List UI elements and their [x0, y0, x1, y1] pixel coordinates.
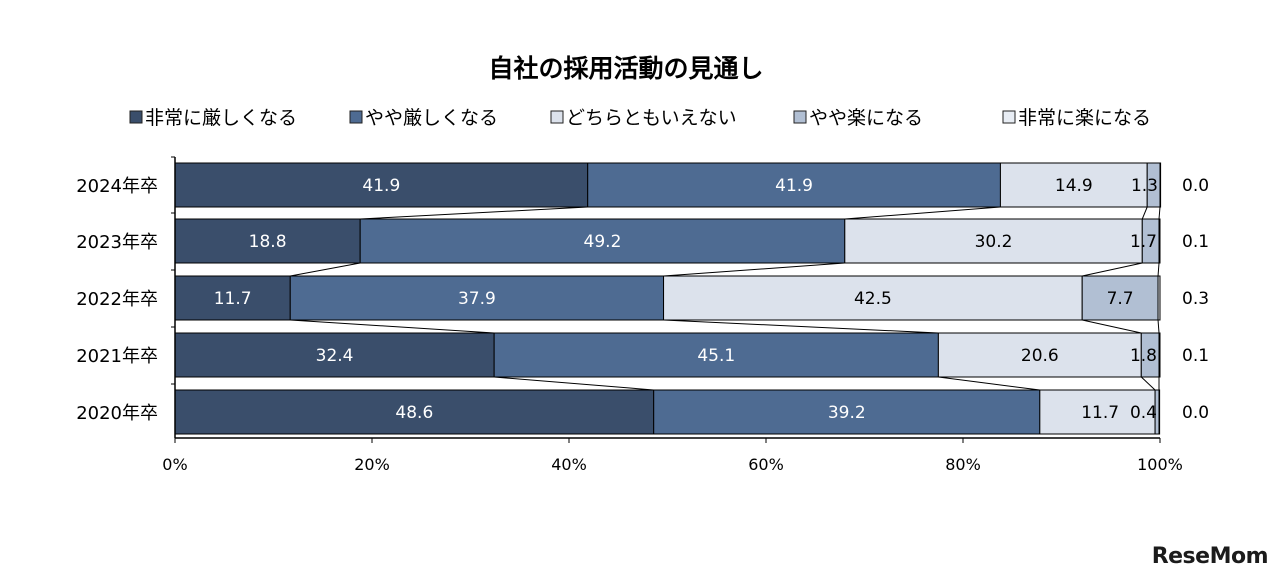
x-tick-label: 80%: [945, 455, 981, 474]
bars: 41.9 41.9 14.9 1.3 0.0 2024年卒 18.8 49.2 30.2 1.7 0…: [76, 162, 1209, 435]
data-label: 39.2: [828, 403, 866, 423]
legend-label: 非常に楽になる: [1018, 107, 1151, 129]
series-line: [1157, 262, 1160, 277]
legend-label: どちらともいえない: [566, 107, 737, 129]
series-line: [844, 206, 1001, 220]
series-line: [1082, 319, 1142, 334]
bar-segment: [493, 332, 939, 378]
legend-swatch: [550, 110, 564, 124]
bar-segment: [653, 389, 1041, 435]
bar-segment: [359, 218, 846, 264]
series-line: [1140, 376, 1156, 391]
x-tick-label: 40%: [551, 455, 587, 474]
bar-segment: [289, 275, 665, 321]
data-label: 42.5: [854, 289, 892, 309]
data-label: 0.3: [1182, 289, 1209, 309]
bar-segment: [1159, 162, 1162, 208]
series-line: [1082, 262, 1143, 277]
bar-segment: [1158, 332, 1161, 378]
data-label: 0.0: [1182, 403, 1209, 423]
legend-swatch: [1002, 110, 1016, 124]
data-label: 0.4: [1130, 403, 1157, 423]
data-label: 41.9: [362, 176, 400, 196]
series-line: [1141, 206, 1148, 220]
axes: 0% 20% 40% 60% 80% 100%: [162, 156, 1183, 474]
bar-segment: [174, 162, 589, 208]
data-label: 18.8: [249, 232, 287, 252]
data-label: 1.7: [1130, 232, 1157, 252]
bar-segment: [1157, 275, 1161, 321]
series-line: [360, 206, 588, 220]
data-label: 0.0: [1182, 176, 1209, 196]
data-label: 7.7: [1107, 289, 1134, 309]
x-tick-label: 100%: [1137, 455, 1183, 474]
category-label: 2024年卒: [76, 176, 158, 197]
series-line: [1157, 319, 1160, 334]
chart-title: 自社の採用活動の見通し: [488, 54, 763, 83]
bar-segment: [844, 218, 1143, 264]
data-label: 11.7: [214, 289, 252, 309]
bar-segment: [1158, 218, 1161, 264]
legend-swatch: [349, 110, 363, 124]
legend-label: やや厳しくなる: [365, 107, 498, 129]
bar-segment: [999, 162, 1148, 208]
data-label: 1.3: [1131, 176, 1158, 196]
category-label: 2023年卒: [76, 232, 158, 253]
bar-segment: [1081, 275, 1159, 321]
bar-segment: [937, 332, 1142, 378]
series-line: [494, 376, 654, 391]
data-label: 14.9: [1055, 176, 1093, 196]
series-line: [663, 262, 845, 277]
data-label: 0.1: [1182, 346, 1209, 366]
watermark-logo: ReseMom: [1151, 544, 1269, 569]
legend: 非常に厳しくなる やや厳しくなる どちらともいえない やや楽になる 非常に楽になる: [129, 107, 1151, 129]
data-label: 0.1: [1182, 232, 1209, 252]
legend-swatch: [129, 110, 143, 124]
bar-segment: [1158, 389, 1161, 435]
category-label: 2020年卒: [76, 403, 158, 424]
data-label: 32.4: [316, 346, 354, 366]
series-line: [290, 319, 495, 334]
data-label: 48.6: [395, 403, 433, 423]
bar-segment: [174, 389, 655, 435]
legend-label: やや楽になる: [809, 107, 923, 129]
x-tick-label: 60%: [748, 455, 784, 474]
series-line: [290, 262, 361, 277]
legend-label: 非常に厳しくなる: [145, 107, 297, 129]
data-label: 41.9: [775, 176, 813, 196]
data-label: 1.8: [1130, 346, 1157, 366]
category-label: 2022年卒: [76, 289, 158, 310]
x-tick-label: 20%: [354, 455, 390, 474]
bar-segment: [174, 275, 291, 321]
data-label: 20.6: [1021, 346, 1059, 366]
data-label: 37.9: [458, 289, 496, 309]
bar-segment: [174, 218, 361, 264]
series-lines: [290, 206, 1161, 391]
legend-swatch: [793, 110, 807, 124]
x-tick-label: 0%: [162, 455, 187, 474]
bar-segment: [174, 332, 495, 378]
series-line: [663, 319, 939, 334]
data-label: 45.1: [697, 346, 735, 366]
data-label: 11.7: [1081, 403, 1119, 423]
bar-segment: [587, 162, 1001, 208]
series-line: [938, 376, 1040, 391]
series-line: [1158, 206, 1161, 220]
data-label: 30.2: [975, 232, 1013, 252]
category-label: 2021年卒: [76, 346, 158, 367]
data-label: 49.2: [584, 232, 622, 252]
